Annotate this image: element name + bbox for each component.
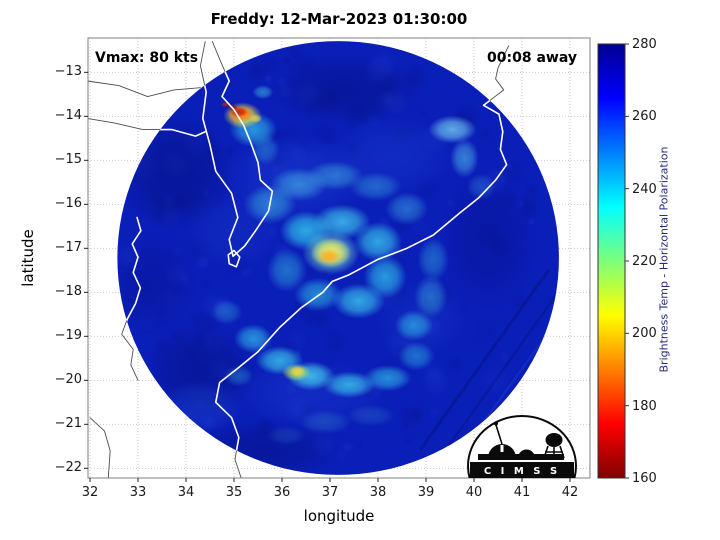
logo-small-dome-icon bbox=[518, 449, 535, 458]
cimss-logo: C I M S S bbox=[467, 415, 577, 478]
logo-antenna-top bbox=[494, 421, 498, 426]
y-tick-label: −19 bbox=[54, 328, 82, 344]
x-tick-label: 34 bbox=[177, 485, 195, 500]
logo-dome-slit bbox=[500, 445, 504, 452]
y-tick-label: −14 bbox=[54, 108, 82, 124]
y-tick-label: −20 bbox=[54, 372, 82, 388]
logo-watertower-icon bbox=[545, 433, 563, 447]
x-axis-label: longitude bbox=[303, 507, 375, 525]
colorbar-tick-label: 160 bbox=[632, 471, 657, 486]
x-tick-label: 41 bbox=[513, 485, 531, 500]
y-axis-label: latitude bbox=[19, 229, 37, 287]
colorbar-tick-label: 280 bbox=[632, 37, 657, 52]
x-tick-label: 33 bbox=[129, 485, 147, 500]
x-tick-label: 40 bbox=[465, 485, 483, 500]
y-tick-label: −17 bbox=[54, 240, 82, 256]
x-tick-label: 39 bbox=[417, 485, 435, 500]
logo-band bbox=[470, 462, 574, 478]
x-tick-label: 32 bbox=[81, 485, 99, 500]
y-tick-label: −22 bbox=[54, 460, 82, 476]
y-tick-label: −15 bbox=[54, 152, 82, 168]
plot-title: Freddy: 12-Mar-2023 01:30:00 bbox=[210, 10, 468, 28]
x-tick-label: 37 bbox=[321, 485, 339, 500]
colorbar-tick-label: 220 bbox=[632, 254, 657, 269]
vmax-annotation: Vmax: 80 kts bbox=[95, 50, 199, 66]
x-tick-label: 42 bbox=[561, 485, 579, 500]
colorbar-tick-label: 260 bbox=[632, 109, 657, 125]
x-tick-label: 38 bbox=[369, 485, 387, 500]
y-tick-label: −13 bbox=[54, 64, 82, 80]
x-tick-label: 35 bbox=[225, 485, 243, 500]
cimss-logo-text: C I M S S bbox=[484, 466, 560, 477]
logo-watertower-legs bbox=[543, 445, 565, 459]
y-tick-label: −18 bbox=[54, 284, 82, 300]
x-tick-label: 36 bbox=[273, 485, 291, 500]
colorbar-tick-label: 180 bbox=[632, 398, 657, 414]
y-tick-label: −16 bbox=[54, 196, 82, 212]
y-tick-label: −21 bbox=[54, 416, 82, 432]
time-away-annotation: 00:08 away bbox=[487, 50, 577, 66]
colorbar-tick-label: 200 bbox=[632, 326, 657, 342]
logo-antenna-icon bbox=[495, 424, 503, 445]
colorbar-tick-label: 240 bbox=[632, 181, 657, 197]
